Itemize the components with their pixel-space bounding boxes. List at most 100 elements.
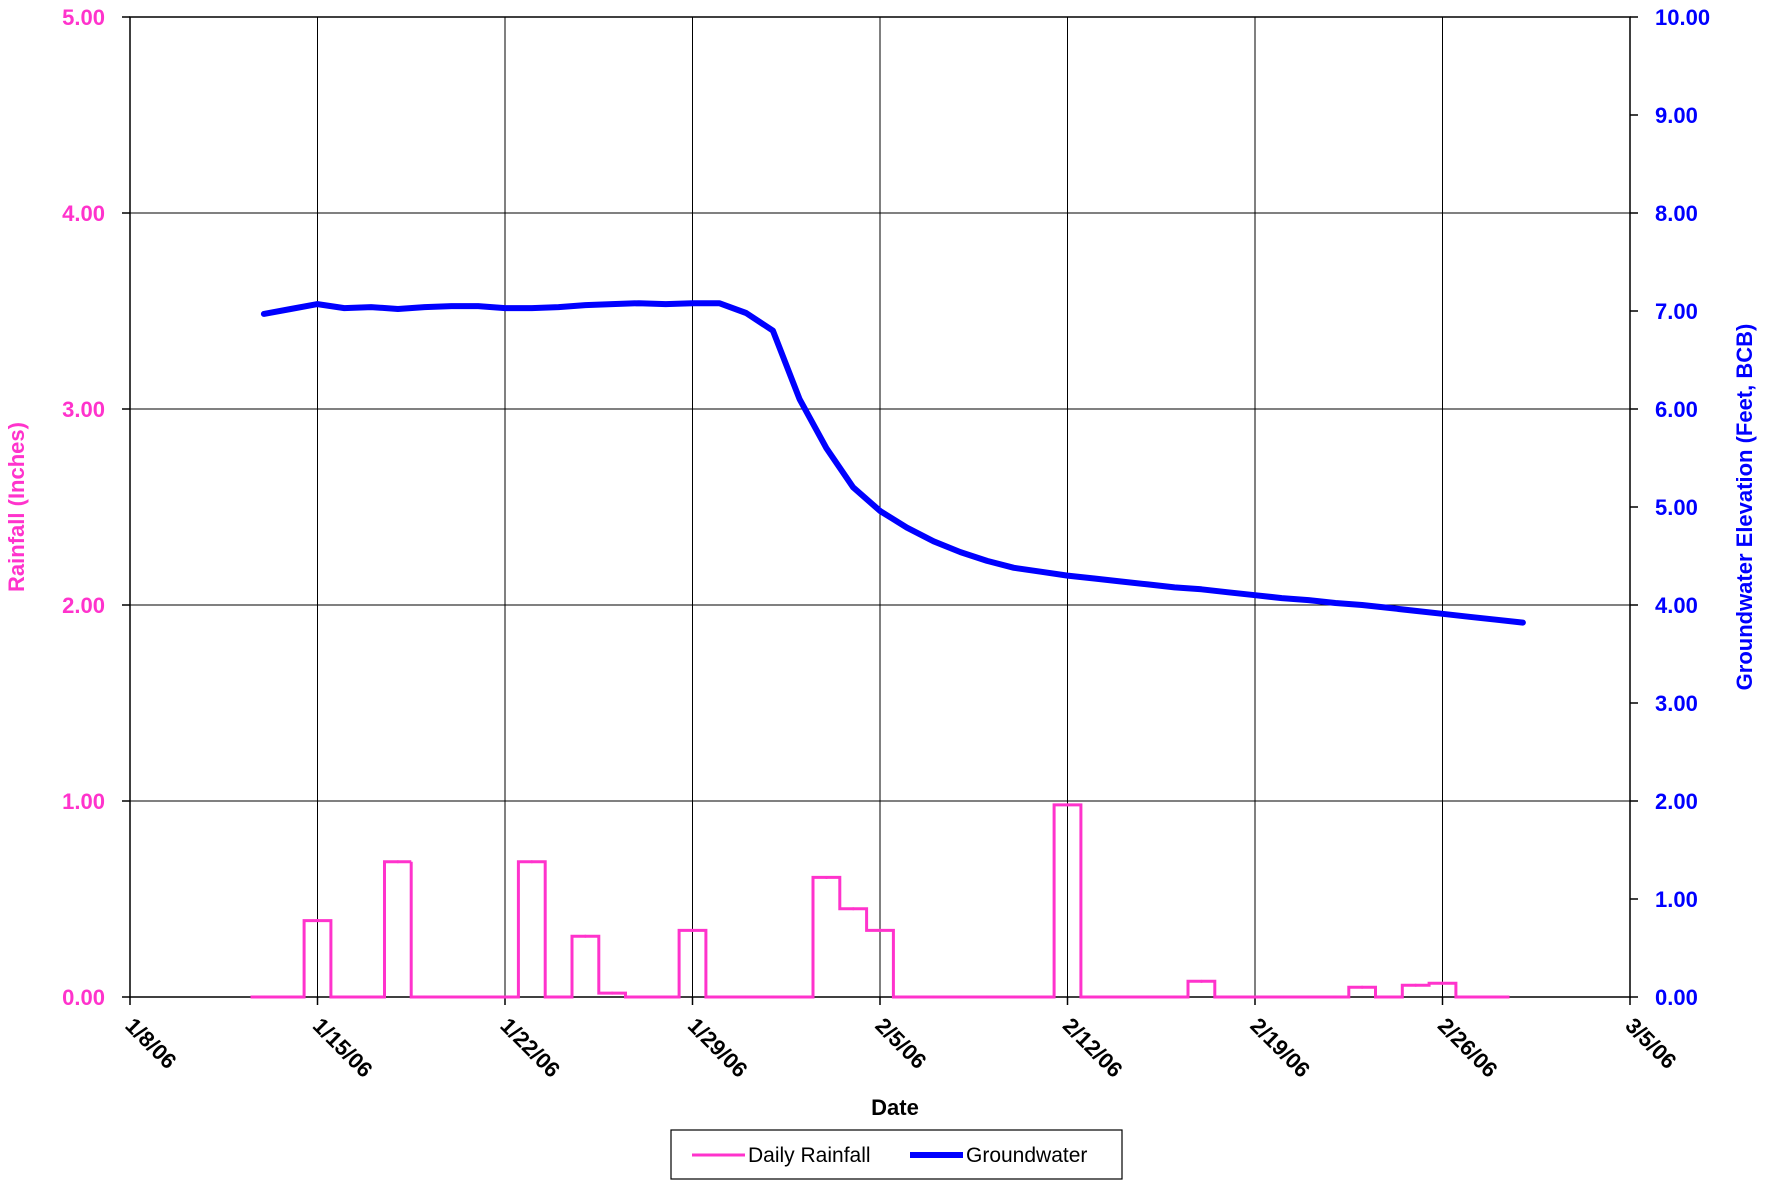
data-point-daily-rainfall	[1253, 995, 1257, 999]
data-point-groundwater	[877, 508, 883, 514]
data-point-groundwater	[1493, 617, 1499, 623]
series-line-daily-rainfall	[250, 803, 1510, 999]
data-point-daily-rainfall	[583, 934, 587, 938]
data-point-groundwater	[1306, 597, 1312, 603]
data-point-daily-rainfall	[932, 995, 936, 999]
data-point-groundwater	[609, 301, 615, 307]
right-axis-ticks: 0.00 1.00 2.00 3.00 4.00 5.00 6.00 7.00 8.00 9.00…	[1630, 5, 1710, 1010]
data-point-daily-rainfall	[503, 995, 507, 999]
data-point-groundwater	[1198, 586, 1204, 592]
data-point-daily-rainfall	[1039, 995, 1043, 999]
data-point-groundwater	[368, 304, 374, 310]
data-point-groundwater	[448, 303, 454, 309]
data-point-daily-rainfall	[717, 995, 721, 999]
data-point-groundwater	[1145, 581, 1151, 587]
data-point-daily-rainfall	[1307, 995, 1311, 999]
data-point-daily-rainfall	[1360, 985, 1364, 989]
data-point-groundwater	[288, 306, 294, 312]
data-point-daily-rainfall	[530, 860, 534, 864]
right-tick-label: 8.00	[1655, 201, 1698, 226]
right-tick-label: 6.00	[1655, 397, 1698, 422]
data-point-groundwater	[690, 300, 695, 306]
data-point-daily-rainfall	[557, 995, 561, 999]
data-point-groundwater	[1172, 584, 1178, 590]
data-point-groundwater	[1011, 565, 1017, 571]
data-point-groundwater	[636, 300, 642, 306]
x-tick-label: 1/8/06	[120, 1013, 181, 1074]
data-point-daily-rainfall	[1226, 995, 1230, 999]
data-point-daily-rainfall	[476, 995, 480, 999]
data-point-daily-rainfall	[744, 995, 748, 999]
right-axis-title: Groundwater Elevation (Feet, BCB)	[1732, 324, 1757, 691]
legend-label-groundwater: Groundwater	[966, 1144, 1087, 1167]
data-point-groundwater	[1466, 614, 1472, 620]
data-point-groundwater	[315, 301, 320, 307]
data-point-groundwater	[502, 305, 508, 311]
left-tick-label: 2.00	[62, 593, 105, 618]
data-point-groundwater	[716, 300, 722, 306]
data-point-daily-rainfall	[1199, 979, 1203, 983]
left-tick-label: 0.00	[62, 985, 105, 1010]
data-point-daily-rainfall	[637, 995, 641, 999]
data-point-daily-rainfall	[369, 995, 373, 999]
data-point-daily-rainfall	[878, 928, 882, 932]
data-point-daily-rainfall	[1280, 995, 1284, 999]
data-point-daily-rainfall	[610, 991, 614, 995]
data-point-groundwater	[395, 306, 401, 312]
data-point-daily-rainfall	[1387, 995, 1391, 999]
data-point-groundwater	[770, 328, 776, 334]
data-point-daily-rainfall	[396, 860, 400, 864]
data-point-groundwater	[1225, 589, 1231, 595]
series-layer	[250, 300, 1526, 999]
data-point-daily-rainfall	[824, 875, 828, 879]
data-point-daily-rainfall	[423, 995, 427, 999]
left-tick-label: 1.00	[62, 789, 105, 814]
data-point-groundwater	[1520, 620, 1526, 626]
data-point-daily-rainfall	[342, 995, 346, 999]
data-point-groundwater	[1038, 569, 1044, 575]
data-point-daily-rainfall	[1467, 995, 1471, 999]
legend: Daily Rainfall Groundwater	[670, 1129, 1123, 1180]
x-axis-title: Date	[871, 1095, 919, 1120]
data-point-groundwater	[1065, 573, 1070, 579]
data-point-daily-rainfall	[1494, 995, 1498, 999]
data-point-groundwater	[1359, 602, 1365, 608]
data-point-daily-rainfall	[449, 995, 453, 999]
data-point-groundwater	[957, 549, 963, 555]
right-tick-label: 4.00	[1655, 593, 1698, 618]
data-point-groundwater	[422, 304, 428, 310]
x-tick-label: 1/29/06	[683, 1013, 753, 1083]
data-point-daily-rainfall	[664, 995, 668, 999]
right-tick-label: 0.00	[1655, 985, 1698, 1010]
data-point-groundwater	[1279, 595, 1285, 601]
left-tick-label: 4.00	[62, 201, 105, 226]
gridlines	[130, 17, 1630, 997]
x-tick-label: 2/26/06	[1433, 1013, 1503, 1083]
data-point-groundwater	[1440, 611, 1445, 617]
data-point-daily-rainfall	[289, 995, 293, 999]
data-point-daily-rainfall	[1119, 995, 1123, 999]
data-point-daily-rainfall	[316, 919, 319, 923]
series-line-groundwater	[260, 300, 1526, 626]
data-point-groundwater	[556, 304, 562, 310]
right-tick-label: 1.00	[1655, 887, 1698, 912]
left-axis-ticks: 0.00 1.00 2.00 3.00 4.00 5.00	[62, 5, 130, 1010]
data-point-groundwater	[1091, 576, 1097, 582]
data-point-daily-rainfall	[1414, 983, 1418, 987]
x-axis-ticks: 1/8/06 1/15/06 1/22/06 1/29/06 2/5/06 2/12/06…	[120, 997, 1681, 1082]
legend-label-daily-rainfall: Daily Rainfall	[748, 1144, 871, 1167]
right-tick-label: 2.00	[1655, 789, 1698, 814]
left-tick-label: 5.00	[62, 5, 105, 30]
data-point-daily-rainfall	[771, 995, 775, 999]
data-point-groundwater	[1386, 605, 1392, 611]
data-point-daily-rainfall	[798, 995, 802, 999]
x-tick-label: 3/5/06	[1620, 1013, 1681, 1074]
x-tick-label: 2/19/06	[1245, 1013, 1315, 1083]
x-tick-label: 2/12/06	[1058, 1013, 1128, 1083]
data-point-daily-rainfall	[1333, 995, 1337, 999]
data-point-daily-rainfall	[691, 928, 694, 932]
data-point-daily-rainfall	[1441, 981, 1444, 985]
data-point-groundwater	[904, 525, 910, 531]
data-point-daily-rainfall	[985, 995, 989, 999]
